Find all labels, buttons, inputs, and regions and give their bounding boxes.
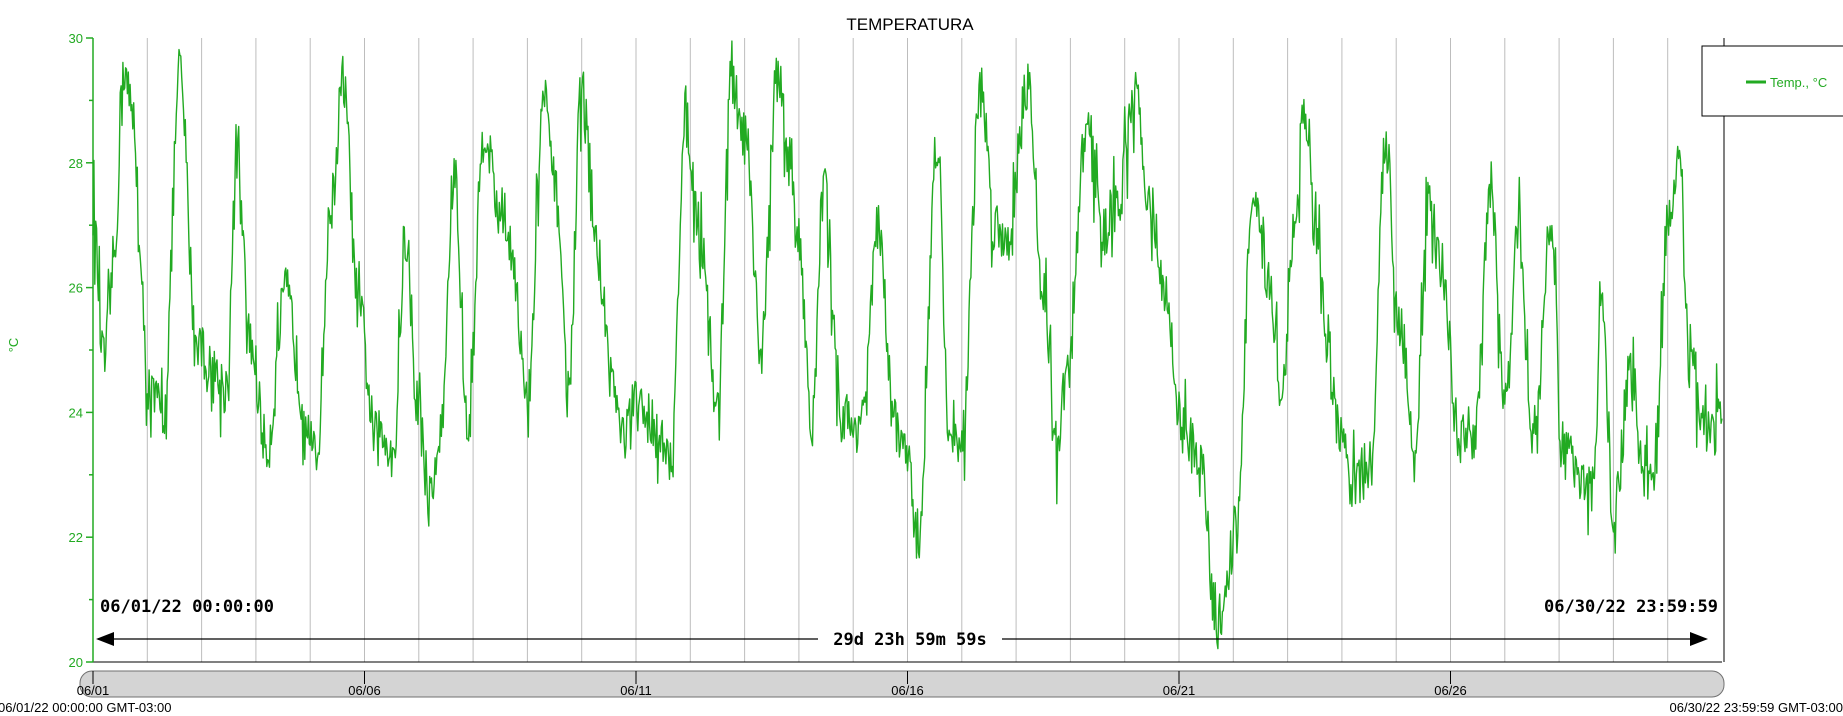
axis-start-label: 06/01/22 00:00:00 GMT-03:00: [0, 700, 171, 715]
date-tick-label: 06/01: [77, 683, 110, 698]
y-axis-label: °C: [6, 338, 21, 353]
series-group: [92, 40, 1723, 650]
date-ticks: 06/01 06/06 06/11 06/16 06/21 06/26: [77, 671, 1467, 698]
date-tick-label: 06/26: [1434, 683, 1467, 698]
date-tick-label: 06/16: [891, 683, 924, 698]
series-line-temp: [92, 40, 1723, 650]
range-end-label: 06/30/22 23:59:59: [1544, 597, 1718, 617]
date-tick-label: 06/11: [620, 683, 652, 698]
duration-label: 29d 23h 59m 59s: [833, 630, 987, 650]
time-scrollbar[interactable]: [79, 670, 1725, 698]
legend-entry: Temp., °C: [1770, 75, 1827, 90]
range-start-label: 06/01/22 00:00:00: [100, 597, 274, 617]
date-tick-label: 06/06: [348, 683, 381, 698]
chart-title: TEMPERATURA: [846, 15, 974, 34]
axis-end-label: 06/30/22 23:59:59 GMT-03:00: [1670, 700, 1843, 715]
legend-box: [1701, 45, 1843, 117]
duration-arrow-right: [1690, 632, 1708, 646]
date-tick-label: 06/21: [1163, 683, 1196, 698]
y-tick-label: 22: [69, 530, 83, 545]
y-tick-label: 24: [69, 405, 83, 420]
y-tick-label: 26: [69, 281, 83, 296]
duration-arrow-left: [96, 632, 114, 646]
vertical-gridlines: [93, 38, 1722, 663]
y-axis: 20 22 24 26 28 30: [69, 31, 94, 670]
y-tick-label: 28: [69, 156, 83, 171]
y-tick-label: 20: [69, 655, 83, 670]
y-tick-label: 30: [69, 31, 83, 46]
